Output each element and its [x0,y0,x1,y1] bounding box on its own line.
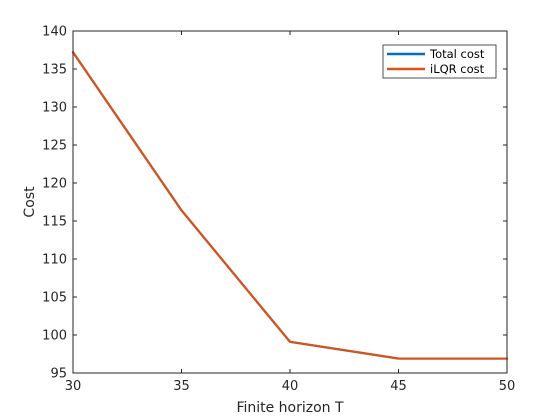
y-tick-label: 95 [50,367,67,382]
y-tick-label: 115 [42,215,67,230]
y-tick-label: 100 [42,329,67,344]
x-tick-label: 45 [390,379,407,394]
y-axis-label: Cost [22,186,38,218]
data-point [289,341,291,343]
ticks-layer: 30 35 40 45 50 95 100 105 110 115 120 125 130 135 140 [42,25,515,395]
y-tick-label: 125 [42,139,67,154]
x-tick-label: 35 [173,379,190,394]
x-tick-label: 40 [282,379,299,394]
x-tick-label: 30 [65,379,82,394]
y-tick-label: 140 [42,25,67,40]
x-tick-label: 50 [499,379,516,394]
x-axis-label: Finite horizon T [236,400,344,416]
y-tick-label: 135 [42,63,67,78]
legend-label-1: Total cost [429,47,485,61]
y-tick-label: 110 [42,253,67,268]
legend-label-2: iLQR cost [430,62,485,76]
legend-box [382,44,497,79]
y-tick-label: 120 [42,177,67,192]
plot-area [73,31,507,373]
data-point [397,357,400,360]
y-tick-label: 105 [42,291,67,306]
data-point [180,209,183,211]
y-tick-label: 130 [42,101,67,116]
